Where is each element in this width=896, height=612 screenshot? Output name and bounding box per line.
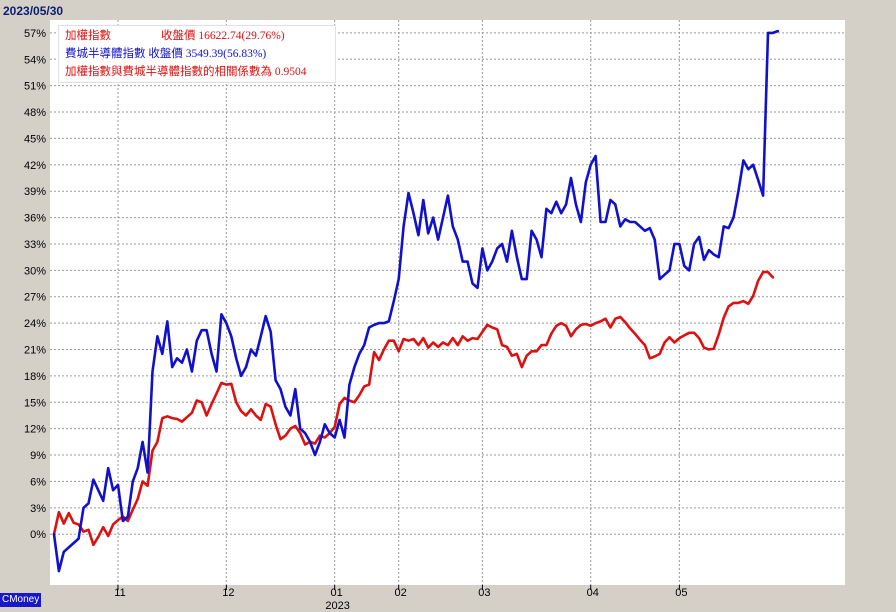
y-tick-label: 30% xyxy=(24,265,46,277)
legend-row-taiex: 加權指數 收盤價 16622.74(29.76%) xyxy=(65,27,335,45)
y-tick-label: 48% xyxy=(24,107,46,119)
series-line xyxy=(52,29,780,573)
legend-close-label: 收盤價 xyxy=(161,30,196,42)
legend-correlation: 加權指數與費城半導體指數的相關係數為 0.9504 xyxy=(65,66,307,78)
legend-close-value: 16622.74(29.76%) xyxy=(198,30,285,42)
series-line xyxy=(52,270,775,547)
x-tick-label: 03 xyxy=(478,587,490,599)
plot-area xyxy=(50,20,845,585)
x-tick-label: 12 xyxy=(222,587,234,599)
legend-close-value: 3549.39(56.83%) xyxy=(185,48,267,60)
legend-series-name: 費城半導體指數 xyxy=(65,48,146,60)
legend: 加權指數 收盤價 16622.74(29.76%) 費城半導體指數 收盤價 354… xyxy=(58,25,336,83)
chart-date-label: 2023/05/30 xyxy=(3,4,64,18)
y-tick-label: 39% xyxy=(24,186,46,198)
y-tick-label: 18% xyxy=(24,371,46,383)
x-year-label: 2023 xyxy=(325,600,349,612)
y-tick-label: 45% xyxy=(24,133,46,145)
y-tick-label: 21% xyxy=(24,345,46,357)
y-tick-label: 9% xyxy=(30,450,46,462)
y-axis-ticks: 0% 3% 6% 9% 12% 15% 18% 21% 24% 27% 30% 33% 36% 39% 42… xyxy=(24,28,46,541)
cmoney-logo: CMoney xyxy=(0,593,42,607)
legend-close-label: 收盤價 xyxy=(148,48,183,60)
x-tick-label: 11 xyxy=(114,587,125,599)
y-tick-label: 42% xyxy=(24,160,46,172)
series-lines xyxy=(52,29,780,573)
y-tick-label: 54% xyxy=(24,54,46,66)
y-tick-label: 3% xyxy=(30,503,46,515)
y-tick-label: 51% xyxy=(24,81,46,93)
y-tick-label: 24% xyxy=(24,318,46,330)
y-tick-label: 0% xyxy=(30,529,46,541)
y-tick-label: 6% xyxy=(30,476,46,488)
y-tick-label: 33% xyxy=(24,239,46,251)
x-tick-label: 01 xyxy=(331,587,343,599)
legend-series-name: 加權指數 xyxy=(65,30,111,42)
x-tick-label: 04 xyxy=(587,587,599,599)
y-tick-label: 27% xyxy=(24,292,46,304)
y-tick-label: 12% xyxy=(24,424,46,436)
x-tick-label: 05 xyxy=(675,587,687,599)
y-tick-label: 36% xyxy=(24,213,46,225)
x-tick-label: 02 xyxy=(395,587,407,599)
y-tick-label: 57% xyxy=(24,28,46,40)
y-tick-label: 15% xyxy=(24,397,46,409)
legend-row-sox: 費城半導體指數 收盤價 3549.39(56.83%) xyxy=(65,45,335,63)
x-axis-ticks: 11 12 01 02 03 04 05 2023 xyxy=(114,585,687,612)
